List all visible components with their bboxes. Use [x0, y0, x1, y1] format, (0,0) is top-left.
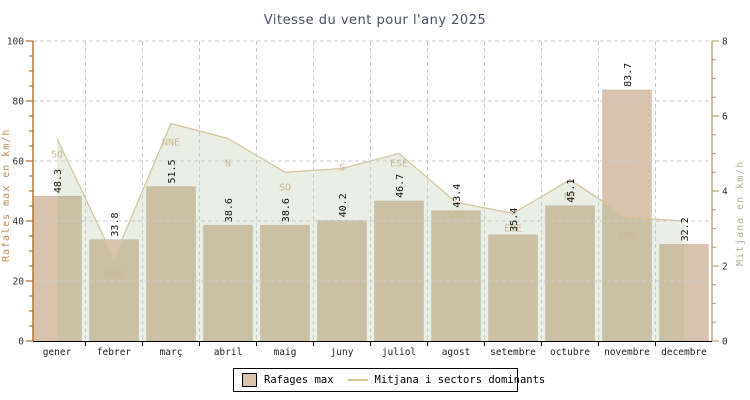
value-label-novembre: 83.7 — [623, 63, 634, 87]
bar-agost — [431, 210, 481, 342]
right-tick-label-8: 8 — [722, 37, 728, 48]
month-label-setembre: setembre — [490, 347, 536, 358]
value-label-maig: 38.6 — [281, 198, 292, 222]
bar-gener — [32, 195, 82, 342]
month-label-gener: gener — [43, 347, 72, 358]
left-tick-label-100: 100 — [7, 37, 24, 48]
bar-novembre — [602, 89, 652, 342]
sector-label-novembre: OSO — [618, 231, 636, 242]
legend-line-swatch-icon — [347, 379, 368, 381]
value-label-juliol: 46.7 — [395, 174, 406, 198]
month-label-decembre: decembre — [661, 347, 707, 358]
bar-marc — [146, 186, 196, 342]
gridlines — [33, 40, 712, 341]
month-label-febrer: febrer — [97, 347, 132, 358]
sector-labels: SO NNO NNE N SO S ESE SSE ESE NE OSO — [51, 138, 636, 281]
right-tick-label-6: 6 — [722, 112, 728, 123]
sector-label-maig: SO — [279, 183, 291, 194]
sector-label-marc: NNE — [162, 138, 180, 149]
bar-abril — [203, 224, 253, 342]
value-label-juny: 40.2 — [338, 193, 349, 217]
month-label-juny: juny — [331, 347, 354, 358]
sector-label-gener: SO — [51, 150, 63, 161]
value-label-decembre: 32.2 — [680, 217, 691, 241]
month-label-juliol: juliol — [382, 347, 416, 358]
sector-label-abril: N — [225, 159, 231, 170]
value-label-marc: 51.5 — [167, 159, 178, 183]
month-label-octubre: octubre — [550, 347, 590, 358]
legend-bar-label: Rafages max — [264, 374, 334, 386]
sector-label-juliol: ESE — [390, 159, 408, 170]
left-tick-label-60: 60 — [13, 157, 25, 168]
axes: 0 20 40 60 80 100 0 2 4 6 8 — [7, 37, 728, 348]
month-label-maig: maig — [274, 347, 297, 358]
legend-area-label: Mitjana i sectors dominants — [374, 374, 546, 386]
sector-label-agost: SSE — [447, 210, 465, 221]
month-label-marc: març — [160, 347, 183, 358]
right-axis-title: Mitjana en km/h — [735, 160, 746, 266]
right-tick-label-4: 4 — [722, 187, 728, 198]
month-labels: gener febrer març abril maig juny juliol agost s… — [43, 347, 707, 358]
bar-setembre — [488, 234, 538, 342]
chart-title: Vitesse du vent pour l'any 2025 — [263, 13, 487, 28]
sector-label-octubre: NE — [564, 192, 576, 203]
month-label-agost: agost — [442, 347, 471, 358]
value-label-febrer: 33.8 — [110, 213, 121, 237]
value-label-octubre: 45.1 — [566, 179, 577, 203]
left-axis-title: Rafales max en km/h — [1, 128, 12, 262]
right-tick-label-2: 2 — [722, 262, 728, 273]
value-label-gener: 48.3 — [53, 169, 64, 193]
bar-maig — [260, 224, 310, 342]
value-label-setembre: 35.4 — [509, 208, 520, 232]
bars-rafages-max — [32, 89, 709, 342]
right-tick-label-0: 0 — [722, 337, 728, 348]
left-tick-label-40: 40 — [13, 217, 25, 228]
left-tick-label-20: 20 — [13, 277, 25, 288]
value-label-agost: 43.4 — [452, 184, 463, 208]
left-tick-label-0: 0 — [18, 337, 24, 348]
value-label-abril: 38.6 — [224, 198, 235, 222]
value-labels: 48.3 33.8 51.5 38.6 38.6 40.2 46.7 43.4 35.4 45.1… — [53, 63, 691, 242]
sector-label-setembre: ESE — [504, 224, 522, 235]
month-label-novembre: novembre — [604, 347, 650, 358]
chart-canvas: SO NNO NNE N SO S ESE SSE ESE NE OSO 0 20 40 60 80 100 0 2… — [7, 37, 728, 359]
legend: Rafages max Mitjana i sectors dominants — [233, 368, 545, 392]
sector-label-juny: S — [339, 163, 345, 174]
bar-decembre — [659, 243, 709, 342]
month-label-abril: abril — [214, 347, 243, 358]
sector-label-febrer: NNO — [105, 270, 123, 281]
left-tick-label-80: 80 — [13, 97, 25, 108]
bar-juliol — [374, 200, 424, 342]
legend-bar-swatch-icon — [242, 373, 257, 387]
